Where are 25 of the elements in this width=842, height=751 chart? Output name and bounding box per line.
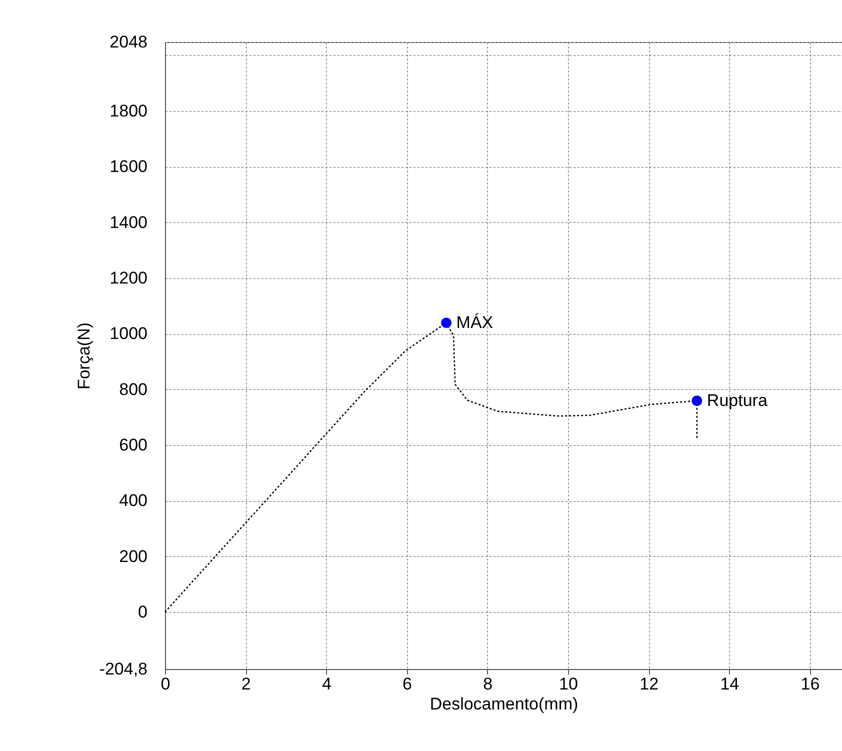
y-tick-label: 2048 — [110, 32, 148, 52]
y-tick-label: 1600 — [110, 157, 148, 176]
y-axis-title: Força(N) — [74, 322, 94, 390]
x-tick-label: 4 — [322, 674, 332, 694]
y-tick-label: 1200 — [110, 268, 148, 288]
y-tick-label: 800 — [119, 380, 148, 399]
x-tick-label: 12 — [640, 674, 659, 694]
y-tick-label: 1000 — [110, 324, 148, 344]
y-tick-label: 0 — [138, 602, 148, 622]
x-tick-label: 8 — [483, 674, 493, 694]
x-tick-label: 2 — [241, 674, 251, 694]
annotation: MÁX — [456, 312, 494, 332]
y-tick-label: 200 — [119, 546, 148, 566]
x-tick-label: 16 — [800, 674, 820, 694]
y-tick-label: -204,8 — [99, 660, 148, 678]
x-tick-label: 10 — [559, 674, 578, 694]
y-tick-label: 600 — [119, 436, 148, 455]
y-tick-label: 400 — [119, 491, 148, 510]
x-tick-label: 14 — [720, 674, 740, 694]
y-tick-label: 1400 — [110, 212, 148, 232]
x-axis-title: Deslocamento(mm) — [430, 694, 578, 714]
annotation: Ruptura — [706, 390, 768, 410]
x-tick-label: 6 — [402, 674, 412, 694]
y-tick-label: 1800 — [110, 102, 148, 121]
x-tick-label: 0 — [160, 674, 170, 694]
